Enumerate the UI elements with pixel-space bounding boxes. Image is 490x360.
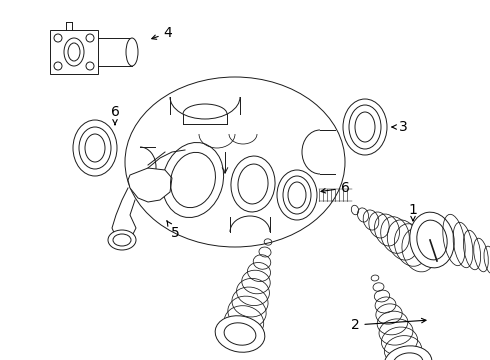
Circle shape xyxy=(54,34,62,42)
Ellipse shape xyxy=(277,170,317,220)
Text: 2: 2 xyxy=(351,318,426,332)
Ellipse shape xyxy=(162,143,223,217)
Ellipse shape xyxy=(410,212,454,268)
Circle shape xyxy=(54,62,62,70)
Text: 6: 6 xyxy=(321,181,349,195)
Text: 3: 3 xyxy=(392,120,407,134)
Text: 1: 1 xyxy=(409,203,417,221)
Ellipse shape xyxy=(384,346,432,360)
Text: 4: 4 xyxy=(152,26,172,40)
Text: 6: 6 xyxy=(111,105,120,125)
Ellipse shape xyxy=(231,156,275,212)
Circle shape xyxy=(86,62,94,70)
Polygon shape xyxy=(128,168,172,202)
Text: 5: 5 xyxy=(167,221,179,240)
Ellipse shape xyxy=(108,230,136,250)
Ellipse shape xyxy=(73,120,117,176)
Ellipse shape xyxy=(343,99,387,155)
Circle shape xyxy=(86,34,94,42)
Ellipse shape xyxy=(126,38,138,66)
Ellipse shape xyxy=(215,316,265,352)
Ellipse shape xyxy=(125,77,345,247)
Polygon shape xyxy=(50,30,98,74)
